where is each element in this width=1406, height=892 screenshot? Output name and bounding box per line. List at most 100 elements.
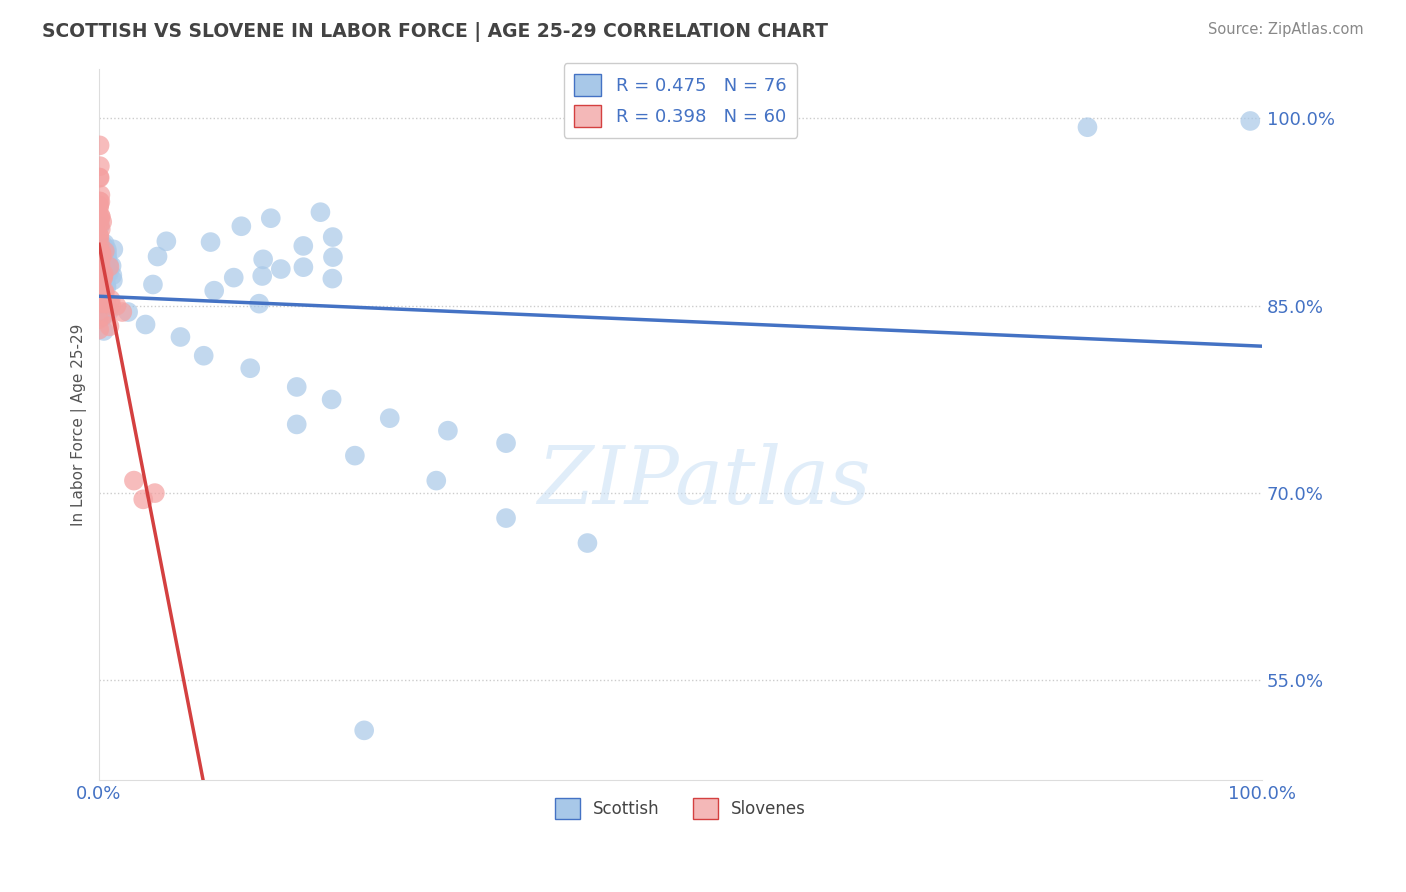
Point [90, 222, 112, 236]
Point [93, 236, 115, 251]
Point [122, 474, 145, 488]
Point [576, 536, 599, 550]
Point [89, 268, 111, 283]
Point [100, 293, 122, 307]
Point [90, 268, 112, 282]
Point [89, 277, 111, 291]
Point [93, 267, 115, 281]
Point [90, 276, 112, 290]
Point [90, 307, 112, 321]
Point [91, 215, 114, 229]
Point [89, 257, 111, 271]
Point [91, 249, 114, 263]
Point [132, 492, 155, 507]
Point [111, 305, 134, 319]
Point [90, 246, 112, 260]
Point [94, 293, 117, 307]
Point [322, 250, 344, 264]
Point [155, 235, 177, 249]
Point [90, 256, 112, 270]
Point [292, 260, 315, 275]
Point [89, 249, 111, 263]
Point [239, 361, 262, 376]
Point [89, 280, 111, 294]
Point [97, 256, 120, 270]
Point [260, 211, 283, 226]
Point [425, 474, 447, 488]
Point [98, 319, 121, 334]
Point [91, 290, 114, 304]
Point [143, 486, 166, 500]
Point [91, 254, 114, 268]
Point [89, 264, 111, 278]
Point [89, 194, 111, 209]
Point [94, 286, 117, 301]
Point [247, 296, 270, 310]
Point [93, 284, 115, 298]
Point [90, 282, 112, 296]
Point [89, 170, 111, 185]
Point [90, 260, 112, 275]
Point [90, 268, 112, 283]
Point [89, 285, 111, 299]
Point [91, 296, 114, 310]
Point [87, 312, 110, 326]
Point [343, 449, 366, 463]
Point [495, 436, 517, 450]
Point [89, 277, 111, 291]
Point [91, 252, 114, 267]
Point [292, 239, 315, 253]
Point [94, 295, 117, 310]
Point [193, 349, 215, 363]
Point [90, 210, 112, 224]
Point [89, 253, 111, 268]
Point [142, 277, 165, 292]
Point [270, 262, 292, 277]
Point [285, 380, 308, 394]
Point [90, 293, 112, 307]
Point [96, 243, 118, 257]
Point [89, 250, 111, 264]
Y-axis label: In Labor Force | Age 25-29: In Labor Force | Age 25-29 [72, 323, 87, 525]
Point [437, 424, 460, 438]
Point [89, 235, 111, 250]
Point [89, 198, 111, 212]
Point [378, 411, 401, 425]
Point [231, 219, 253, 234]
Point [87, 200, 110, 214]
Point [91, 238, 114, 252]
Point [90, 290, 112, 304]
Point [90, 298, 112, 312]
Point [285, 417, 308, 432]
Point [135, 318, 157, 332]
Point [89, 188, 111, 202]
Point [96, 245, 118, 260]
Point [200, 235, 222, 249]
Point [103, 243, 125, 257]
Point [321, 271, 343, 285]
Point [93, 270, 115, 285]
Point [146, 250, 169, 264]
Text: ZIPatlas: ZIPatlas [537, 442, 870, 520]
Point [1239, 114, 1261, 128]
Point [96, 296, 118, 310]
Point [309, 205, 332, 219]
Point [89, 194, 111, 209]
Point [94, 244, 117, 259]
Point [100, 259, 122, 273]
Point [89, 219, 111, 234]
Point [89, 257, 111, 271]
Point [105, 299, 128, 313]
Point [90, 245, 112, 260]
Point [353, 723, 375, 738]
Point [222, 270, 245, 285]
Point [89, 322, 111, 336]
Point [89, 216, 111, 230]
Point [252, 252, 274, 267]
Point [101, 273, 124, 287]
Point [322, 230, 344, 244]
Point [90, 279, 112, 293]
Point [89, 299, 111, 313]
Point [87, 228, 110, 243]
Point [321, 392, 343, 407]
